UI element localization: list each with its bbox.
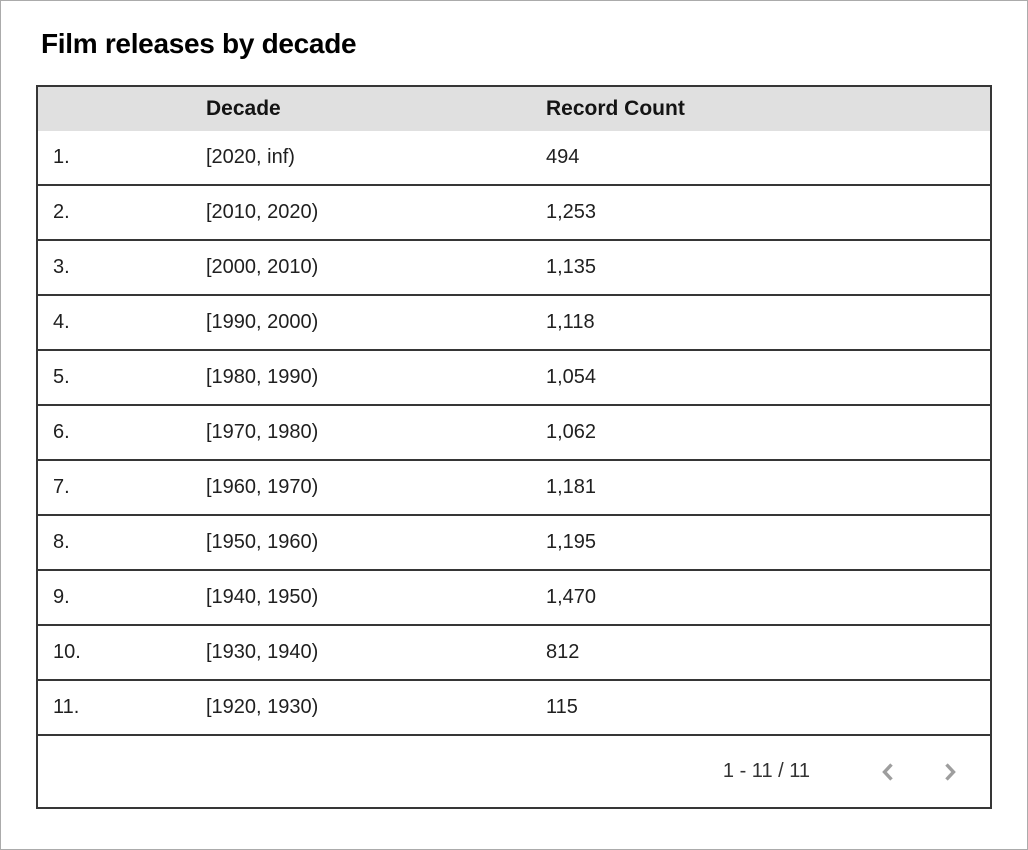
record-count-cell: 1,195 xyxy=(546,531,597,553)
row-number-cell: 11. xyxy=(53,696,80,718)
data-table: Decade Record Count 1. [2020, inf) 494 2… xyxy=(36,85,992,809)
record-count-cell: 1,253 xyxy=(546,201,597,223)
record-count-cell: 1,181 xyxy=(546,476,597,498)
header-cell-record-count[interactable]: Record Count xyxy=(546,97,685,120)
table-row: 7. [1960, 1970) 1,181 xyxy=(38,461,990,516)
next-page-button[interactable] xyxy=(936,759,962,785)
row-number-cell: 10. xyxy=(53,641,81,663)
decade-cell: [2010, 2020) xyxy=(206,201,319,223)
record-count-cell: 812 xyxy=(546,641,580,663)
row-number-cell: 1. xyxy=(53,146,70,168)
record-count-cell: 1,062 xyxy=(546,421,597,443)
decade-cell: [1940, 1950) xyxy=(206,586,319,608)
table-row: 2. [2010, 2020) 1,253 xyxy=(38,186,990,241)
decade-cell: [1980, 1990) xyxy=(206,366,319,388)
chevron-right-icon xyxy=(936,759,962,785)
table-row: 5. [1980, 1990) 1,054 xyxy=(38,351,990,406)
decade-cell: [1960, 1970) xyxy=(206,476,319,498)
record-count-cell: 1,470 xyxy=(546,586,597,608)
record-count-cell: 115 xyxy=(546,696,578,718)
table-row: 6. [1970, 1980) 1,062 xyxy=(38,406,990,461)
row-number-cell: 7. xyxy=(53,476,70,498)
record-count-cell: 1,054 xyxy=(546,366,597,388)
record-count-cell: 1,135 xyxy=(546,256,597,278)
record-count-cell: 494 xyxy=(546,146,580,168)
decade-cell: [1920, 1930) xyxy=(206,696,319,718)
table-header-row: Decade Record Count xyxy=(38,87,990,131)
table-row: 11. [1920, 1930) 115 xyxy=(38,681,990,736)
table-row: 9. [1940, 1950) 1,470 xyxy=(38,571,990,626)
row-number-cell: 5. xyxy=(53,366,70,388)
decade-cell: [1990, 2000) xyxy=(206,311,319,333)
chevron-left-icon xyxy=(876,759,902,785)
header-cell-decade[interactable]: Decade xyxy=(206,97,281,120)
decade-cell: [1950, 1960) xyxy=(206,531,319,553)
page-title: Film releases by decade xyxy=(41,28,357,59)
row-number-cell: 8. xyxy=(53,531,70,553)
decade-cell: [1970, 1980) xyxy=(206,421,319,443)
pagination-range-label: 1 - 11 / 11 xyxy=(722,760,810,782)
table-row: 1. [2020, inf) 494 xyxy=(38,131,990,186)
decade-cell: [1930, 1940) xyxy=(206,641,319,663)
prev-page-button[interactable] xyxy=(876,759,902,785)
row-number-cell: 9. xyxy=(53,586,70,608)
table-body: 1. [2020, inf) 494 2. [2010, 2020) 1,253… xyxy=(38,131,990,736)
table-row: 10. [1930, 1940) 812 xyxy=(38,626,990,681)
decade-cell: [2000, 2010) xyxy=(206,256,319,278)
table-row: 8. [1950, 1960) 1,195 xyxy=(38,516,990,571)
row-number-cell: 2. xyxy=(53,201,70,223)
row-number-cell: 6. xyxy=(53,421,70,443)
decade-cell: [2020, inf) xyxy=(206,146,295,168)
row-number-cell: 4. xyxy=(53,311,70,333)
pagination-bar: 1 - 11 / 11 xyxy=(38,736,990,807)
table-row: 3. [2000, 2010) 1,135 xyxy=(38,241,990,296)
table-row: 4. [1990, 2000) 1,118 xyxy=(38,296,990,351)
record-count-cell: 1,118 xyxy=(546,311,595,333)
row-number-cell: 3. xyxy=(53,256,70,278)
